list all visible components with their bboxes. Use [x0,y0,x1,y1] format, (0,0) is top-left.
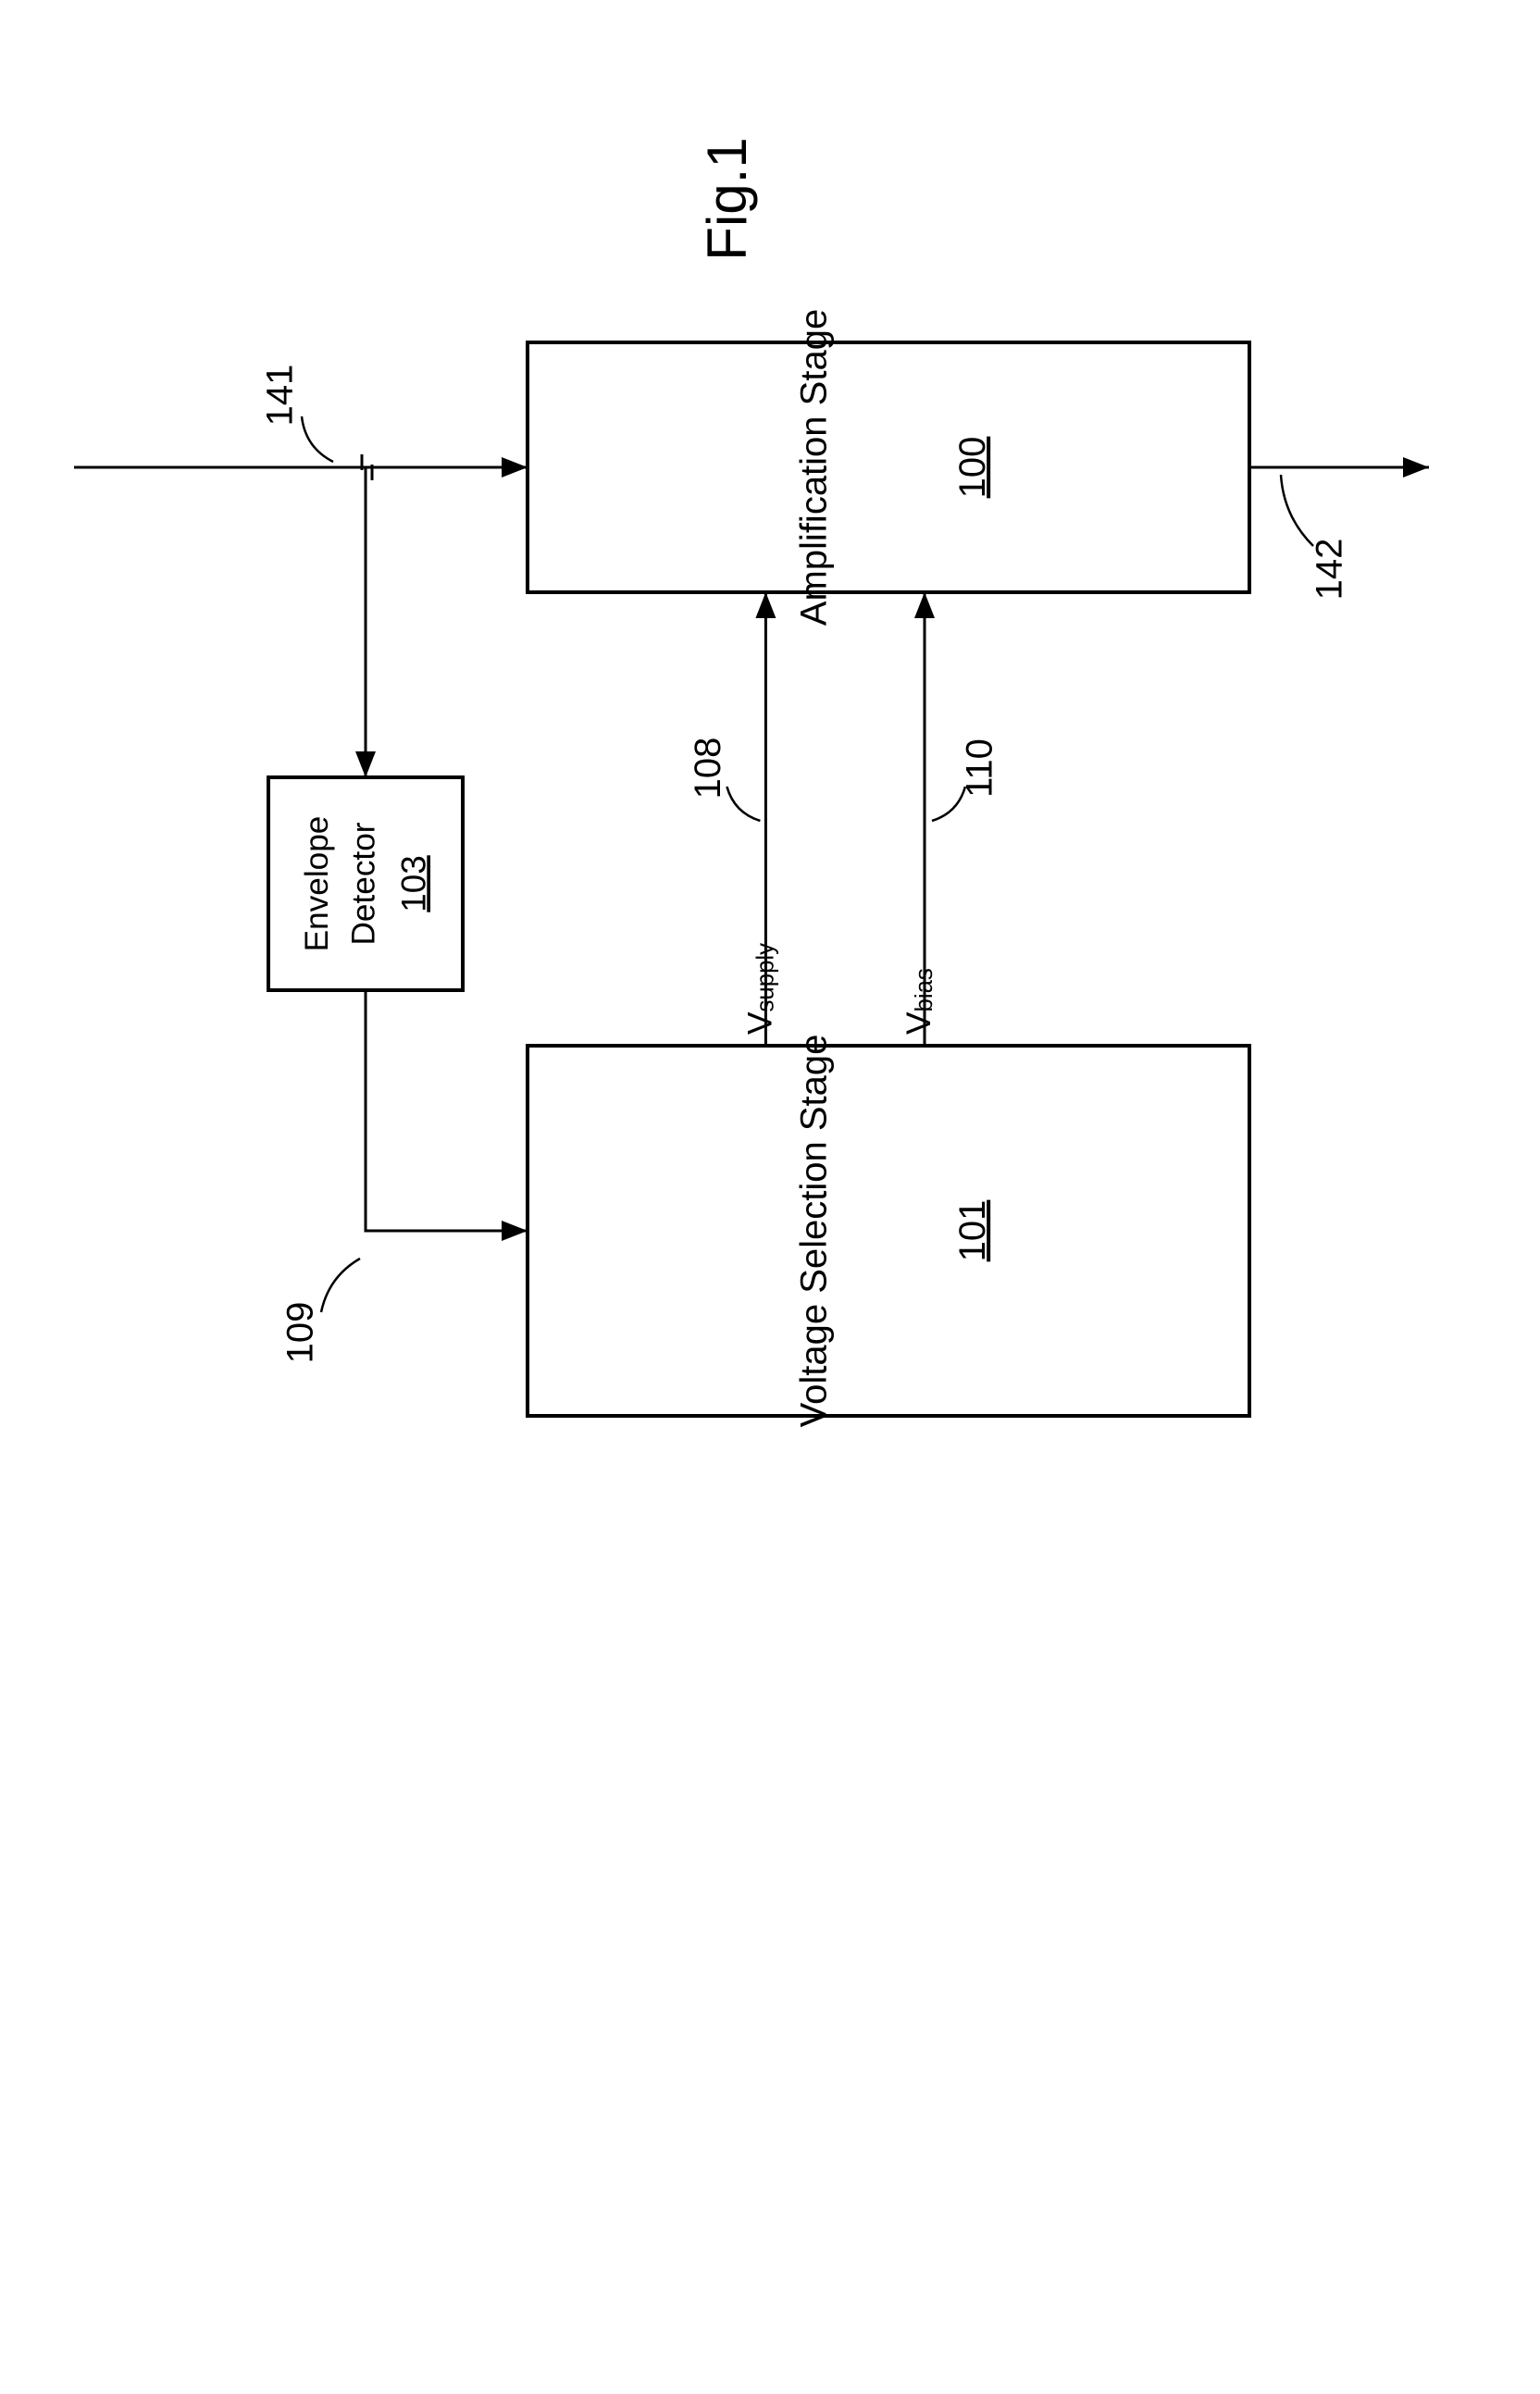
voltage-selection-stage-box [528,1046,1249,1416]
envelope-detector-label-2: Detector [345,822,381,945]
svg-text:101: 101 [952,1200,993,1262]
envelope-detector-label-1: Envelope [299,816,335,952]
ref-141: 141 [260,365,301,427]
svg-text:Amplification Stage: Amplification Stage [794,309,835,626]
voltage-selection-stage-ref: 101 [952,1200,993,1262]
voltage-selection-stage-label: Voltage Selection Stage [794,1035,835,1428]
svg-text:Envelope: Envelope [299,816,335,952]
svg-text:108: 108 [688,738,728,800]
amplification-stage-label: Amplification Stage [794,309,835,626]
svg-text:141: 141 [260,365,301,427]
amplification-stage-box [528,342,1249,592]
svg-text:Fig.1: Fig.1 [696,137,758,260]
svg-text:Vsupply: Vsupply [740,943,778,1035]
vbias-label: Vbias [900,968,938,1035]
amplification-stage-ref: 100 [952,437,993,499]
svg-text:100: 100 [952,437,993,499]
svg-text:Detector: Detector [345,822,381,945]
svg-text:103: 103 [394,855,432,912]
svg-text:Voltage Selection Stage: Voltage Selection Stage [794,1035,835,1428]
ref-142: 142 [1310,539,1350,601]
figure-title: Fig.1 [696,137,758,260]
envelope-detector-ref: 103 [394,855,432,912]
svg-text:109: 109 [280,1302,321,1364]
ref-108: 108 [688,738,728,800]
svg-text:142: 142 [1310,539,1350,601]
ref-109: 109 [280,1302,321,1364]
vsupply-label: Vsupply [740,943,778,1035]
svg-text:Vbias: Vbias [900,968,938,1035]
env-to-vsel-wire [366,990,528,1231]
